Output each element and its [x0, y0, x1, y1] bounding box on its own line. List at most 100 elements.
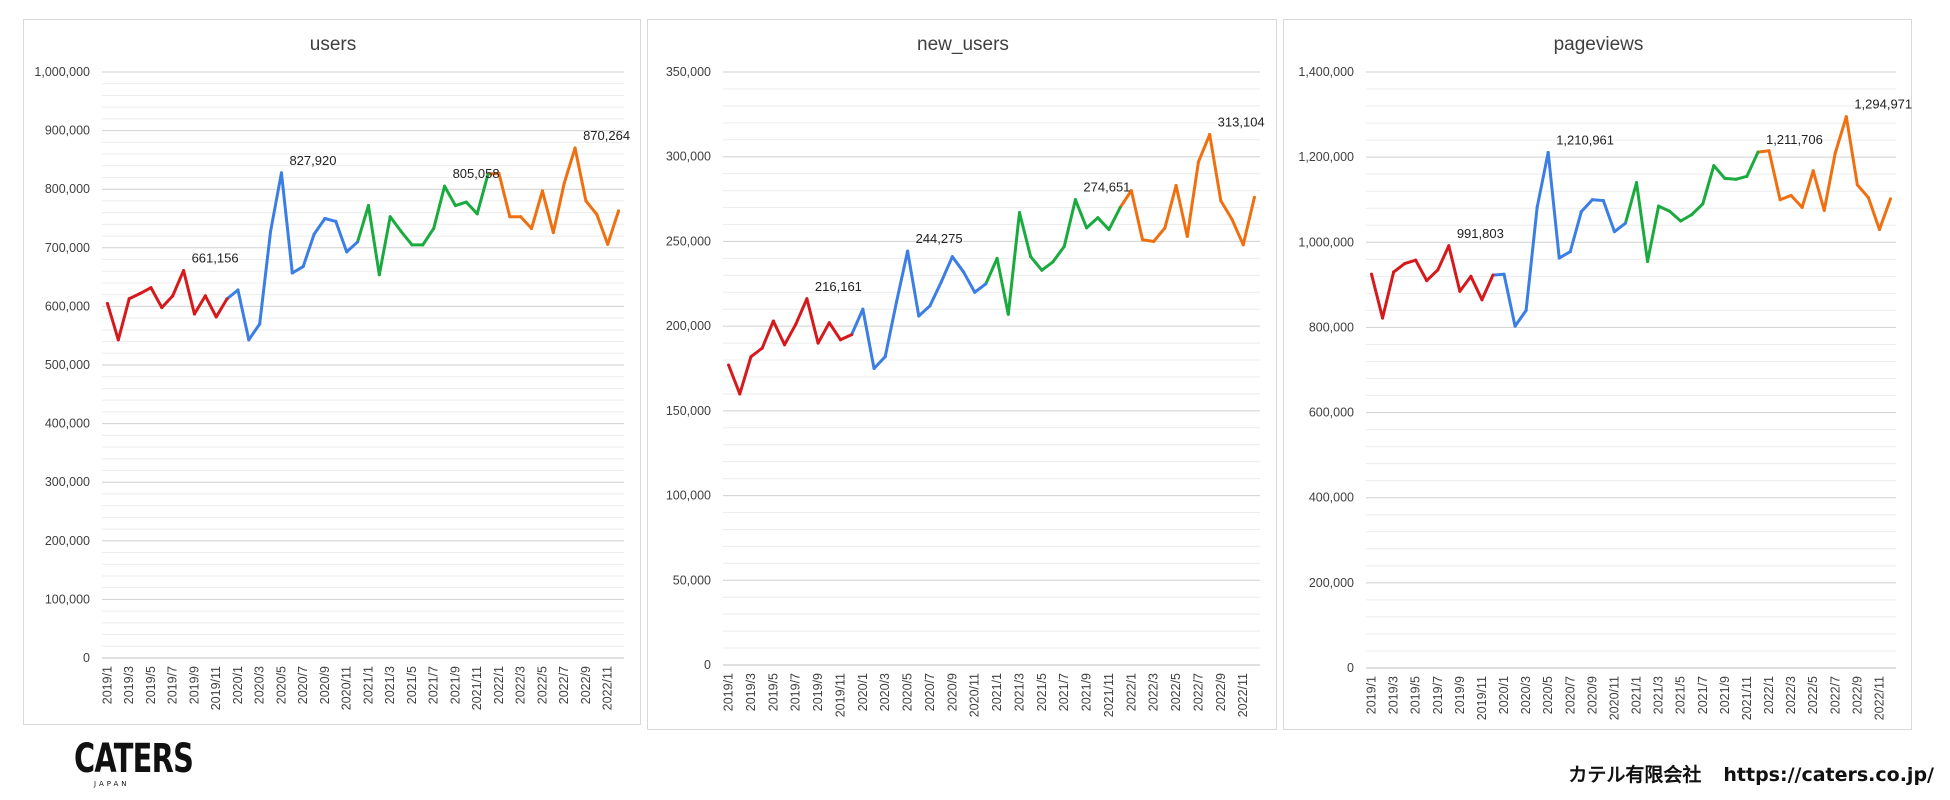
users-x-tick-label: 2022/9 [579, 666, 593, 704]
users-data-point [584, 199, 588, 203]
pageviews-x-tick-label: 2021/1 [1630, 676, 1644, 714]
users-y-tick-label: 800,000 [45, 182, 90, 196]
users-x-tick-label: 2022/1 [492, 666, 506, 704]
users-x-tick-label: 2022/5 [535, 666, 549, 704]
users-data-point [464, 200, 468, 204]
new-users-series-segment [1051, 245, 1066, 264]
pageviews-series-segment [1679, 213, 1694, 223]
users-data-point [453, 204, 457, 208]
pageviews-x-tick-label: 2022/5 [1806, 676, 1820, 714]
new-users-y-tick-label: 50,000 [673, 573, 711, 587]
pageviews-data-point [1491, 273, 1495, 277]
pageviews-series-segment [1579, 198, 1594, 214]
users-y-tick-label: 100,000 [45, 592, 90, 606]
new-users-data-point [1073, 198, 1077, 202]
new-users-data-point [883, 355, 887, 359]
pageviews-data-point [1502, 272, 1506, 276]
users-data-point [258, 322, 262, 326]
pageviews-data-point [1513, 324, 1517, 328]
users-series-segment [519, 215, 534, 230]
new-users-series-segment [1241, 195, 1256, 247]
pageviews-data-point [1579, 210, 1583, 214]
pageviews-series-segment [1623, 181, 1639, 225]
pageviews-x-tick-label: 2022/1 [1762, 676, 1776, 714]
pageviews-data-point [1888, 197, 1892, 201]
pageviews-data-point [1623, 221, 1627, 225]
users-series-segment [203, 294, 218, 319]
new-users-series-segment [1107, 206, 1122, 232]
new-users-series-segment [872, 355, 887, 370]
users-series-segment [530, 189, 544, 230]
pageviews-series-segment [1513, 308, 1528, 328]
new-users-data-point [872, 367, 876, 370]
pageviews-series-segment [1701, 164, 1716, 206]
users-data-point [290, 271, 294, 275]
users-data-point [323, 217, 327, 220]
pageviews-series-segment [1723, 176, 1738, 181]
pageviews-x-tick-label: 2020/5 [1541, 676, 1555, 714]
users-data-point [301, 265, 305, 269]
users-data-point [247, 338, 251, 342]
pageviews-series-segment [1646, 204, 1661, 263]
pageviews-data-point [1590, 198, 1594, 202]
pageviews-series-segment [1855, 183, 1870, 200]
new-users-series-segment [760, 319, 775, 350]
pageviews-series-segment [1745, 150, 1760, 178]
users-series-segment [192, 294, 207, 316]
new-users-x-tick-label: 2022/7 [1191, 673, 1205, 711]
new-users-chart-svg: new_users 0 50,000 100,000 150,000 200,000 250… [666, 34, 1265, 717]
pageviews-x-tick-label: 2020/7 [1563, 676, 1577, 714]
pageviews-y-tick-label: 1,400,000 [1298, 65, 1354, 79]
new-users-series-segment [894, 249, 910, 304]
pageviews-x-tick-label: 2021/7 [1696, 676, 1710, 714]
new-users-data-point [939, 280, 943, 284]
new-users-data-point [738, 392, 742, 396]
pageviews-x-tick-label: 2019/1 [1365, 676, 1379, 714]
new-users-series-segment [928, 280, 943, 308]
new-users-data-point [1029, 255, 1033, 259]
new-users-x-tick-label: 2021/11 [1102, 673, 1116, 717]
new-users-data-point [805, 297, 809, 301]
pageviews-series-segment [1425, 268, 1440, 283]
users-x-tick-label: 2019/11 [209, 666, 223, 710]
new-users-series-segment [850, 307, 865, 337]
pageviews-series-segment [1414, 258, 1429, 283]
pageviews-series-segment [1480, 273, 1495, 302]
new-users-series-segment [917, 304, 932, 318]
users-data-point [617, 209, 621, 213]
users-data-point [486, 172, 490, 176]
users-data-point [269, 229, 273, 233]
users-chart-svg: users 0 100,000 200,000 300,000 400,000 500,00… [34, 34, 630, 710]
new-users-series-segment [950, 255, 966, 274]
new-users-data-point [1241, 243, 1245, 247]
users-data-point [497, 171, 501, 175]
users-series-segment [214, 297, 229, 319]
pageviews-data-point [1712, 164, 1716, 168]
new-users-series-segment [1185, 160, 1200, 238]
pageviews-data-label: 1,294,971 [1854, 97, 1912, 112]
users-series-segment [356, 204, 370, 244]
new-users-data-point [1085, 226, 1089, 230]
pageviews-y-tick-label: 0 [1347, 661, 1354, 675]
new-users-series-segment [883, 300, 898, 359]
new-users-x-tick-label: 2020/11 [968, 673, 982, 717]
pageviews-x-tick-label: 2022/3 [1784, 676, 1798, 714]
new-users-data-point [794, 322, 798, 326]
users-data-point [203, 294, 207, 298]
users-data-label: 827,920 [289, 153, 336, 168]
new-users-series-segment [1040, 260, 1055, 272]
new-users-series-segment [973, 282, 988, 294]
pageviews-x-tick-label: 2022/9 [1850, 676, 1864, 714]
pageviews-x-tick-label: 2019/3 [1387, 676, 1401, 714]
new-users-series-segment [1219, 199, 1234, 221]
new-users-series-segment [771, 319, 787, 347]
users-series-segment [225, 288, 240, 301]
users-data-point [334, 219, 338, 223]
new-users-series-segment [783, 322, 798, 347]
users-x-tick-label: 2019/3 [122, 666, 136, 704]
users-data-point [149, 286, 153, 290]
pageviews-data-point [1789, 193, 1793, 197]
pageviews-data-point [1480, 298, 1484, 302]
pageviews-series-segment [1535, 150, 1550, 209]
new-users-data-point [917, 314, 921, 318]
